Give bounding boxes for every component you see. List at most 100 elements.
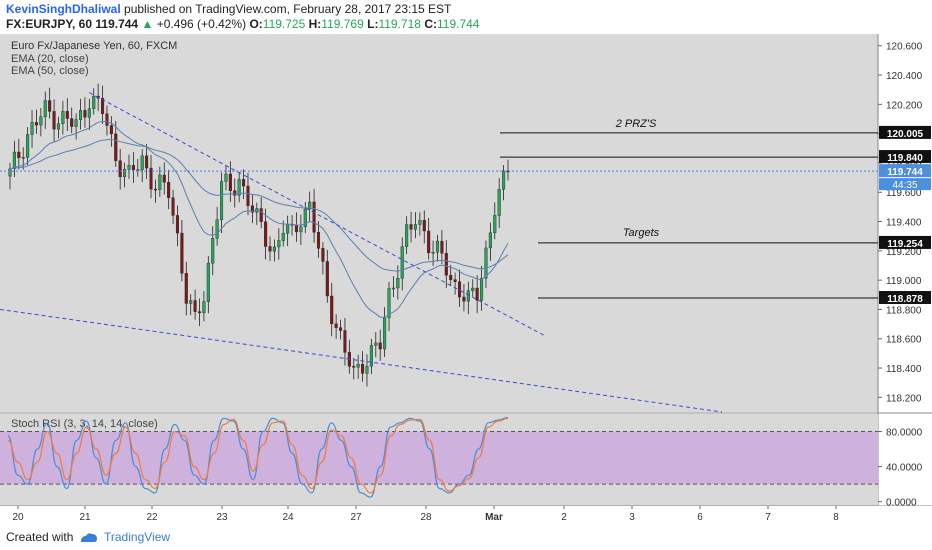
candle-body [502, 170, 506, 190]
level-price-label [879, 150, 931, 164]
candle-body [405, 224, 409, 247]
price-tick-label: 118.600 [886, 335, 922, 346]
candle-body [118, 160, 122, 178]
price-tick-label: 119.600 [886, 188, 922, 199]
candle-body [264, 221, 268, 247]
price-pane-background [0, 34, 878, 412]
price-change: +0.496 (+0.42%) [156, 17, 247, 31]
candle-body [167, 182, 171, 198]
candle-body [396, 278, 400, 289]
candle-body [61, 111, 65, 124]
candle-body [246, 185, 250, 206]
low-label: L: [367, 17, 379, 31]
price-label-text: 119.254 [887, 239, 923, 250]
open-label: O: [249, 17, 263, 31]
candle-body [299, 226, 303, 233]
rsi-title: Stoch RSI (3, 3, 14, 14, close) [11, 418, 158, 430]
candle-body [431, 252, 435, 254]
rsi-tick-label: 0.0000 [886, 498, 917, 509]
candle-body [145, 155, 149, 169]
candle-body [475, 287, 479, 301]
time-axis[interactable]: 20 21 22 23 24 27 28 Mar 2 3 6 7 8 [0, 506, 932, 524]
candle-body [56, 123, 61, 130]
candle-body [242, 179, 246, 187]
candle-body [361, 363, 365, 374]
candle-body [220, 181, 224, 220]
candle-body [105, 113, 109, 126]
candle-body [127, 165, 131, 170]
candle-body [268, 246, 272, 252]
candle-body [338, 327, 343, 331]
indicator-legend: EMA (20, close) [11, 53, 89, 65]
prz-annotation: 2 PRZ'S [615, 118, 657, 130]
candle-body [277, 240, 281, 248]
candle-body [114, 133, 118, 161]
candle-body [17, 151, 21, 158]
candle-body [272, 246, 276, 252]
candle-body [34, 122, 38, 126]
high-label: H: [308, 17, 322, 31]
chart-canvas[interactable]: 120.600120.400120.200120.000119.800119.6… [0, 34, 932, 524]
candle-body [158, 174, 162, 190]
last-price-label [879, 164, 931, 178]
candle-body [409, 224, 413, 230]
candle-body [365, 365, 369, 374]
candle-body [136, 169, 140, 171]
publish-text: published on TradingView.com, February 2… [124, 2, 452, 16]
candle-body [65, 111, 69, 119]
candle-body [378, 342, 382, 350]
candle-body [488, 232, 492, 249]
candle-body [12, 151, 16, 169]
time-tick-label: 23 [216, 512, 228, 523]
candle-body [180, 232, 184, 274]
price-tick-label: 118.200 [886, 393, 922, 404]
candle-body [453, 279, 457, 282]
candle-body [440, 240, 444, 254]
candle-body [484, 247, 488, 279]
candle-body [400, 246, 404, 279]
last-price: 119.744 [95, 17, 139, 31]
candle-body [312, 201, 316, 233]
close-value: 119.744 [436, 17, 480, 31]
candle-body [250, 205, 254, 213]
time-tick-label: 24 [282, 512, 294, 523]
time-tick-label: 7 [765, 512, 771, 523]
candle-body [87, 108, 91, 118]
tradingview-brand[interactable]: TradingView [104, 530, 171, 544]
candle-body [462, 296, 466, 302]
high-value: 119.769 [321, 17, 364, 31]
candle-body [449, 275, 453, 280]
candle-body [78, 110, 83, 120]
candle-body [202, 301, 206, 314]
candle-body [286, 224, 290, 234]
candle-body [48, 100, 52, 112]
candle-body [303, 208, 307, 227]
level-price-label [879, 125, 931, 139]
candle-body [8, 168, 12, 177]
candle-body [330, 295, 334, 325]
candle-body [466, 290, 470, 302]
stoch-rsi-pane[interactable]: Stoch RSI (3, 3, 14, 14, close) 80.0000 40… [0, 414, 932, 509]
time-tick-label: 3 [629, 512, 635, 523]
time-tick-label: 20 [12, 512, 24, 523]
created-with-text: Created with [6, 530, 74, 544]
candle-body [123, 169, 127, 178]
time-tick-label: 8 [833, 512, 839, 523]
candle-body [215, 219, 219, 239]
candle-body [233, 190, 237, 196]
candle-body [387, 288, 391, 319]
up-arrow-icon: ▲ [141, 17, 154, 31]
ema-50-line [9, 138, 509, 272]
candle-body [427, 230, 431, 254]
candle-body [457, 281, 462, 298]
price-pane[interactable]: 120.600120.400120.200120.000119.800119.6… [0, 34, 932, 524]
author-link[interactable]: KevinSinghDhaliwal [6, 2, 121, 16]
price-tick-label: 119.000 [886, 276, 922, 287]
price-tick-label: 120.400 [886, 71, 923, 82]
candle-body [140, 155, 144, 170]
publish-line: KevinSinghDhaliwal published on TradingV… [6, 2, 451, 16]
candle-body [356, 363, 360, 368]
lower-trendline [0, 308, 723, 413]
stoch-d-line [7, 417, 509, 494]
price-label-text: 120.005 [887, 129, 924, 140]
